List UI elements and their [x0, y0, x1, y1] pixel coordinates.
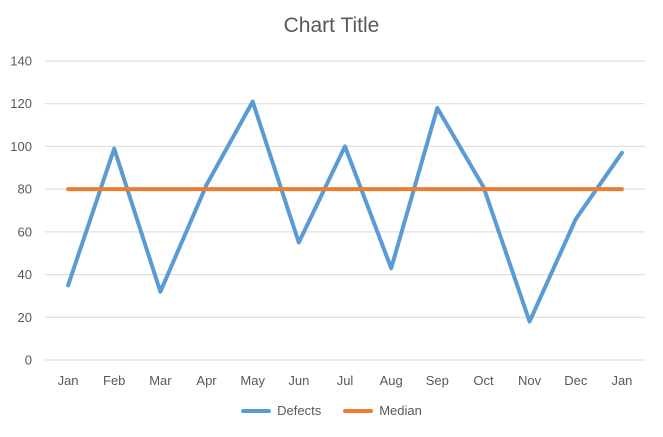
y-tick-label: 0 — [25, 353, 32, 368]
legend-label-defects: Defects — [277, 403, 322, 418]
y-tick-label: 120 — [10, 96, 32, 111]
x-tick-label: Jul — [337, 373, 354, 388]
y-tick-label: 100 — [10, 139, 32, 154]
y-tick-label: 80 — [18, 182, 32, 197]
x-tick-label: Jan — [611, 373, 632, 388]
legend-swatch-median — [343, 408, 374, 413]
legend: Defects Median — [0, 403, 663, 418]
x-tick-label: Mar — [149, 373, 172, 388]
x-tick-label: May — [240, 373, 265, 388]
x-tick-label: Aug — [380, 373, 403, 388]
legend-label-median: Median — [379, 403, 422, 418]
y-tick-label: 20 — [18, 310, 32, 325]
y-tick-label: 40 — [18, 267, 32, 282]
y-tick-label: 60 — [18, 224, 32, 239]
y-tick-label: 140 — [10, 54, 32, 69]
chart-title: Chart Title — [283, 14, 380, 37]
legend-item-median: Median — [343, 403, 422, 418]
x-tick-label: Sep — [426, 373, 449, 388]
legend-item-defects: Defects — [241, 403, 321, 418]
series-line-defects — [66, 99, 624, 324]
x-tick-label: Apr — [196, 373, 217, 388]
x-tick-label: Dec — [564, 373, 588, 388]
x-tick-label: Nov — [518, 373, 542, 388]
x-tick-label: Jan — [58, 373, 79, 388]
x-tick-label: Jun — [288, 373, 309, 388]
x-tick-label: Oct — [473, 373, 494, 388]
x-tick-label: Feb — [103, 373, 125, 388]
legend-swatch-defects — [241, 408, 272, 413]
